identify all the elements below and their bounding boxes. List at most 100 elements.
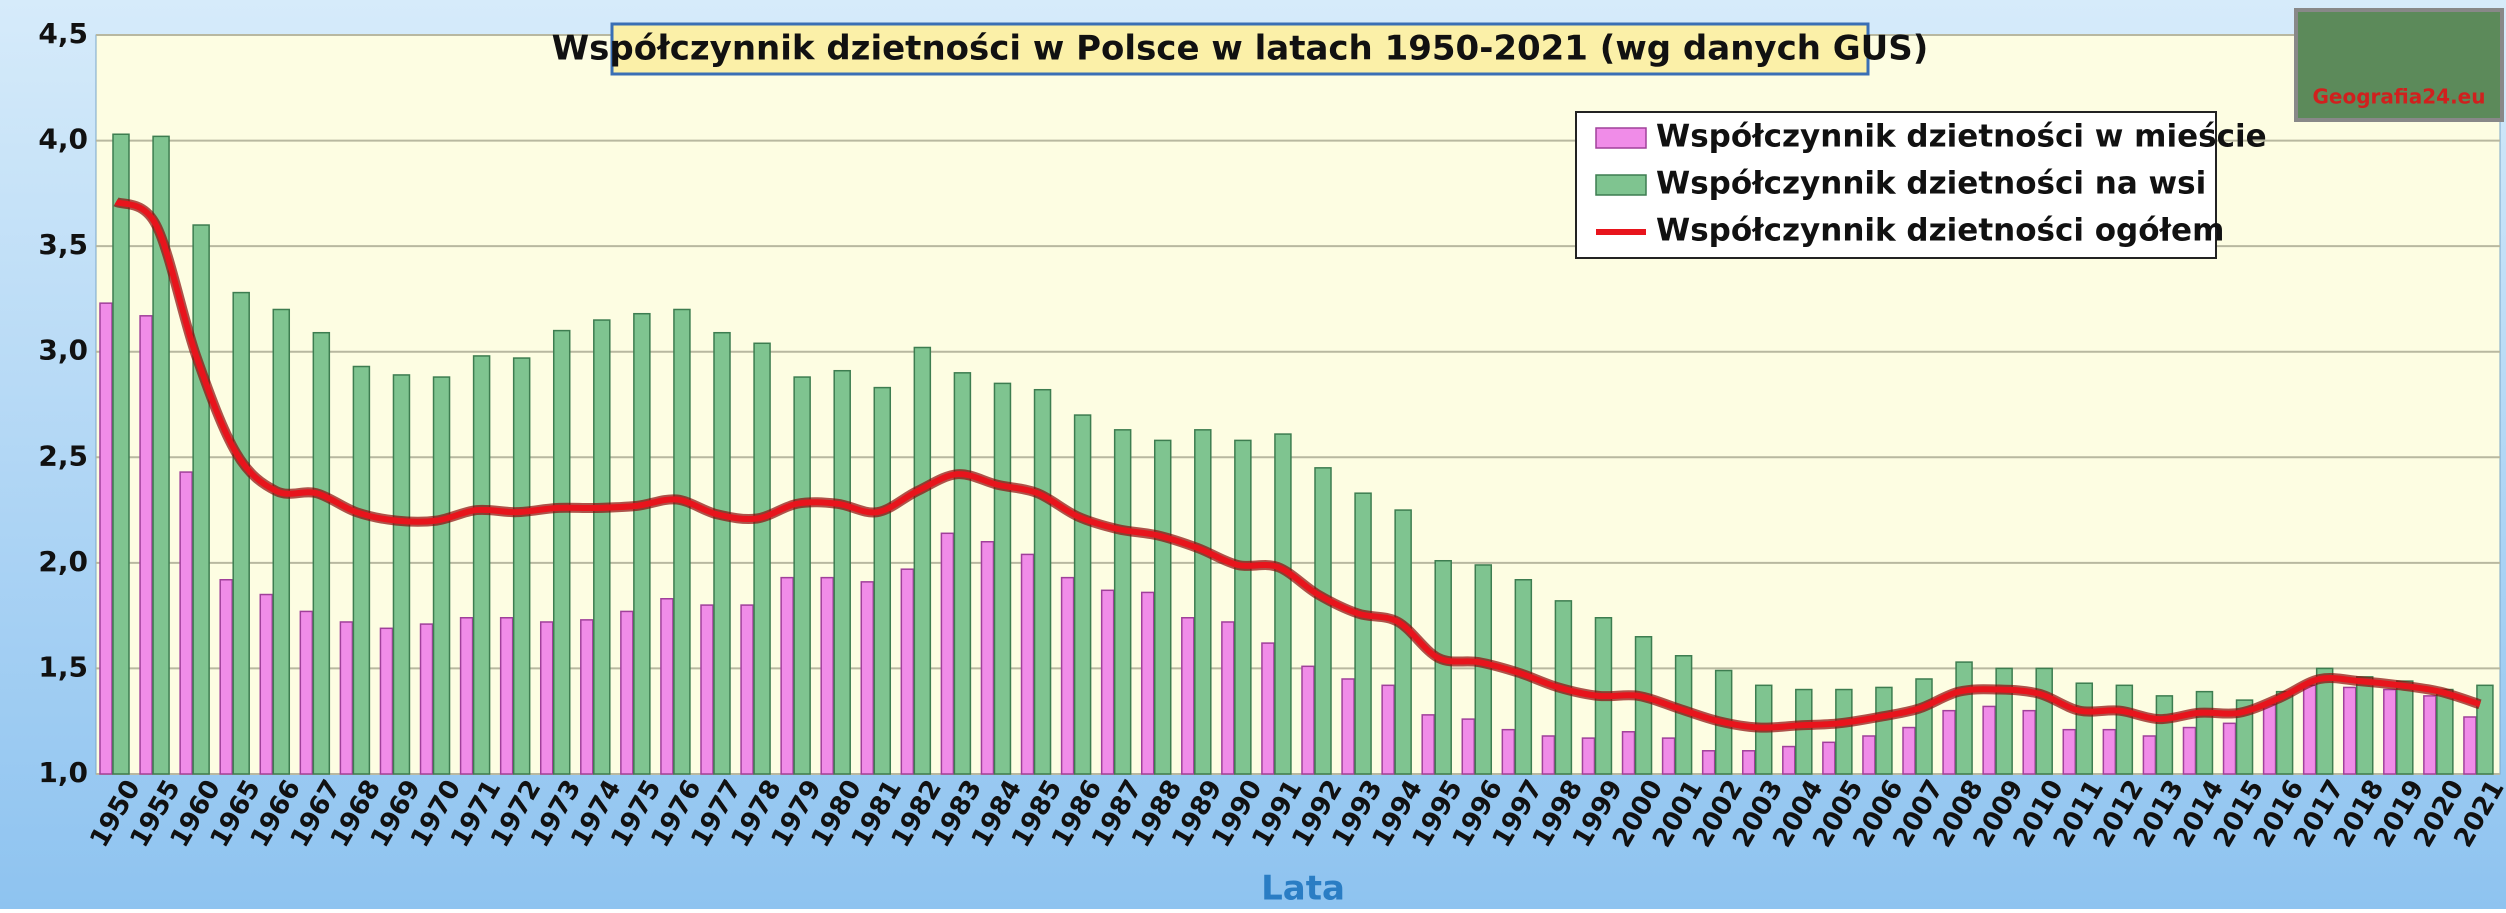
bar	[380, 628, 392, 774]
bar	[1542, 736, 1554, 774]
bar	[2397, 681, 2413, 774]
bar	[821, 578, 833, 774]
bar	[1623, 732, 1635, 774]
bar	[1262, 643, 1274, 774]
bar	[1222, 622, 1234, 774]
bar	[220, 580, 232, 774]
bar	[1035, 390, 1051, 774]
bar	[2143, 736, 2155, 774]
y-tick-label: 4,0	[38, 123, 88, 156]
bar	[100, 303, 112, 774]
bar	[1142, 592, 1154, 774]
bar	[2023, 711, 2035, 774]
bar	[2264, 704, 2276, 774]
bar	[1022, 554, 1034, 774]
bar	[2063, 730, 2075, 774]
bar	[541, 622, 553, 774]
bar	[1342, 679, 1354, 774]
legend-label: Współczynnik dzietności w mieście	[1656, 119, 2267, 155]
page: 1,01,52,02,53,03,54,04,51950195519601965…	[0, 0, 2506, 909]
bar	[340, 622, 352, 774]
bar	[1943, 711, 1955, 774]
bar	[2384, 690, 2396, 774]
bar	[1315, 468, 1331, 774]
bar	[1435, 561, 1451, 774]
legend-swatch	[1596, 128, 1646, 148]
bar	[1422, 715, 1434, 774]
bar	[1475, 565, 1491, 774]
bar	[1302, 666, 1314, 774]
bar	[273, 309, 289, 774]
bar	[1996, 668, 2012, 774]
bar	[1703, 751, 1715, 774]
legend-label: Współczynnik dzietności na wsi	[1656, 166, 2206, 202]
bar	[1796, 690, 1812, 774]
bar	[1062, 578, 1074, 774]
bar	[701, 605, 713, 774]
y-tick-label: 2,0	[38, 545, 88, 578]
bar	[2183, 728, 2195, 774]
bar	[1182, 618, 1194, 774]
bar	[313, 333, 329, 774]
bar	[1355, 493, 1371, 774]
bar	[674, 309, 690, 774]
bar	[2224, 723, 2236, 774]
bar	[954, 373, 970, 774]
bar	[1743, 751, 1755, 774]
bar	[1462, 719, 1474, 774]
bar	[1275, 434, 1291, 774]
logo-text: Geografia24.eu	[2313, 85, 2486, 109]
bar	[233, 293, 249, 774]
bar	[794, 377, 810, 774]
bar	[113, 134, 129, 774]
bar	[1395, 510, 1411, 774]
bar	[634, 314, 650, 774]
bar	[2103, 730, 2115, 774]
bar	[581, 620, 593, 774]
bar	[461, 618, 473, 774]
bar	[1155, 440, 1171, 774]
bar	[2464, 717, 2476, 774]
bar	[1903, 728, 1915, 774]
chart: 1,01,52,02,53,03,54,04,51950195519601965…	[0, 0, 2506, 909]
bar	[1983, 706, 1995, 774]
bar	[2304, 685, 2316, 774]
bar	[2357, 677, 2373, 774]
legend-label: Współczynnik dzietności ogółem	[1656, 213, 2224, 249]
bar	[1115, 430, 1131, 774]
bar	[2156, 696, 2172, 774]
chart-title: Współczynnik dzietności w Polsce w latac…	[552, 29, 1929, 69]
bar	[594, 320, 610, 774]
bar	[434, 377, 450, 774]
bar	[1502, 730, 1514, 774]
bar	[2036, 668, 2052, 774]
bar	[2076, 683, 2092, 774]
bar	[300, 611, 312, 774]
bar	[474, 356, 490, 774]
bar	[1956, 662, 1972, 774]
bar	[260, 595, 272, 774]
bar	[834, 371, 850, 774]
bar	[421, 624, 433, 774]
bar	[1916, 679, 1932, 774]
bar	[1235, 440, 1251, 774]
bar	[1102, 590, 1114, 774]
bar	[2344, 687, 2356, 774]
bar	[554, 331, 570, 774]
bar	[1075, 415, 1091, 774]
bar	[781, 578, 793, 774]
bar	[621, 611, 633, 774]
bar	[1783, 747, 1795, 774]
bar	[901, 569, 913, 774]
y-tick-label: 1,5	[38, 650, 88, 683]
bar	[914, 347, 930, 774]
bar	[1663, 738, 1675, 774]
y-tick-label: 1,0	[38, 756, 88, 789]
bar	[2477, 685, 2493, 774]
bar	[994, 383, 1010, 774]
bar	[874, 388, 890, 774]
y-tick-label: 3,5	[38, 228, 88, 261]
bar	[180, 472, 192, 774]
bar	[1863, 736, 1875, 774]
y-tick-label: 4,5	[38, 17, 88, 50]
